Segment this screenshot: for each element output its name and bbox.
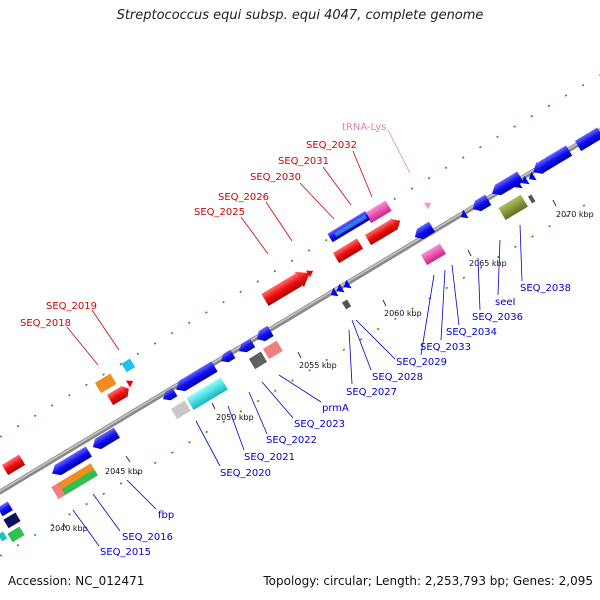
gene-seq-2018-tiny: [125, 380, 134, 388]
feature-seel-gray[interactable]: [527, 194, 536, 204]
feature-seq-2018-orange[interactable]: [94, 373, 117, 394]
tick-marks: [62, 199, 557, 529]
gene-prma[interactable]: [254, 325, 274, 345]
gene-left-blue[interactable]: [0, 501, 13, 517]
label-seq-2016: SEQ_2016: [122, 532, 173, 543]
feature-seq-2032-magenta[interactable]: [364, 200, 392, 224]
label-seq-2038: SEQ_2038: [520, 283, 571, 294]
label-seq-2021: SEQ_2021: [244, 452, 295, 463]
label-seq-2025: SEQ_2025: [194, 207, 245, 218]
feature-seq-2023-gray[interactable]: [248, 351, 268, 370]
label-trna-lys: tRNA-Lys: [342, 122, 386, 133]
feature-seq-2027-gray[interactable]: [341, 299, 352, 310]
tick-label-2070: 2070 kbp: [556, 210, 594, 219]
gc-track-inner: [0, 195, 600, 557]
label-seq-2026: SEQ_2026: [218, 192, 269, 203]
label-seq-2029: SEQ_2029: [396, 357, 447, 368]
tick-label-2055: 2055 kbp: [299, 361, 337, 370]
feature-left-navy[interactable]: [3, 512, 21, 529]
tick-label-2040: 2040 kbp: [50, 524, 88, 533]
gene-seq-2029[interactable]: [328, 287, 339, 300]
label-seq-2032: SEQ_2032: [306, 140, 357, 151]
tick-label-2050: 2050 kbp: [216, 413, 254, 422]
gene-seq-2016[interactable]: [49, 446, 92, 478]
tick-label-2060: 2060 kbp: [384, 309, 422, 318]
gene-seq-2030[interactable]: [332, 238, 364, 264]
tick-label-2065: 2065 kbp: [469, 259, 507, 268]
gene-seq-2038-group[interactable]: [489, 127, 600, 198]
gene-seq-2025[interactable]: [260, 266, 314, 308]
gene-seq-2022[interactable]: [218, 349, 236, 366]
label-seq-2018: SEQ_2018: [20, 318, 71, 329]
feature-seq-2031-blue[interactable]: [327, 211, 371, 243]
gene-seq-2021[interactable]: [173, 361, 218, 394]
gene-seq-2032[interactable]: [374, 215, 403, 240]
gene-seq-2020[interactable]: [160, 387, 178, 404]
gene-red-left[interactable]: [1, 454, 26, 476]
feature-seq-2021-cyan[interactable]: [186, 377, 228, 411]
leader-line-trna: [387, 129, 411, 174]
label-seq-2022: SEQ_2022: [266, 435, 317, 446]
genome-title: Streptococcus equi subsp. equi 4047, com…: [116, 8, 484, 23]
feature-left-cyan[interactable]: [0, 531, 8, 542]
gene-fbp[interactable]: [90, 427, 120, 453]
label-seq-2036: SEQ_2036: [472, 312, 523, 323]
gene-seq-2033[interactable]: [412, 221, 436, 243]
label-seq-2019: SEQ_2019: [46, 301, 97, 312]
gene-seq-2028[interactable]: [334, 283, 345, 296]
label-seq-2028: SEQ_2028: [372, 372, 423, 383]
tick-label-2045: 2045 kbp: [105, 467, 143, 476]
feature-seq-2023-pink[interactable]: [262, 340, 283, 360]
gc-track-outer: [0, 74, 600, 438]
gene-seq-2023[interactable]: [236, 338, 256, 356]
label-prma: prmA: [322, 403, 349, 414]
label-seq-2030: SEQ_2030: [250, 172, 301, 183]
label-seq-2020: SEQ_2020: [220, 468, 271, 479]
leader-lines-forward: [66, 150, 373, 366]
label-seel: seeI: [495, 297, 515, 308]
feature-seq-2020-silver[interactable]: [170, 400, 191, 420]
gene-seq-2027[interactable]: [341, 279, 352, 292]
feature-seq-2038-olive[interactable]: [498, 194, 528, 221]
label-seq-2023: SEQ_2023: [294, 419, 345, 430]
label-seq-2027: SEQ_2027: [346, 387, 397, 398]
label-fbp: fbp: [158, 510, 174, 521]
gene-seq-2036[interactable]: [470, 194, 492, 215]
leader-lines-reverse: [72, 224, 523, 547]
feature-trna-lys[interactable]: [423, 199, 433, 210]
topology-text: Topology: circular; Length: 2,253,793 bp…: [263, 574, 593, 588]
gene-seq-2034[interactable]: [458, 209, 469, 222]
accession-text: Accession: NC_012471: [8, 574, 145, 588]
gene-seq-2019[interactable]: [106, 383, 132, 406]
label-seq-2033: SEQ_2033: [420, 342, 471, 353]
label-seq-2015: SEQ_2015: [100, 547, 151, 558]
feature-seq-2019-cyan[interactable]: [121, 358, 136, 373]
feature-seq-2034-magenta[interactable]: [420, 243, 446, 266]
gene-seq-2026-tiny: [305, 270, 314, 278]
feature-left-green[interactable]: [7, 526, 25, 543]
label-seq-2034: SEQ_2034: [446, 327, 497, 338]
label-seq-2031: SEQ_2031: [278, 156, 329, 167]
feature-seq-2016-multi[interactable]: [51, 463, 98, 500]
